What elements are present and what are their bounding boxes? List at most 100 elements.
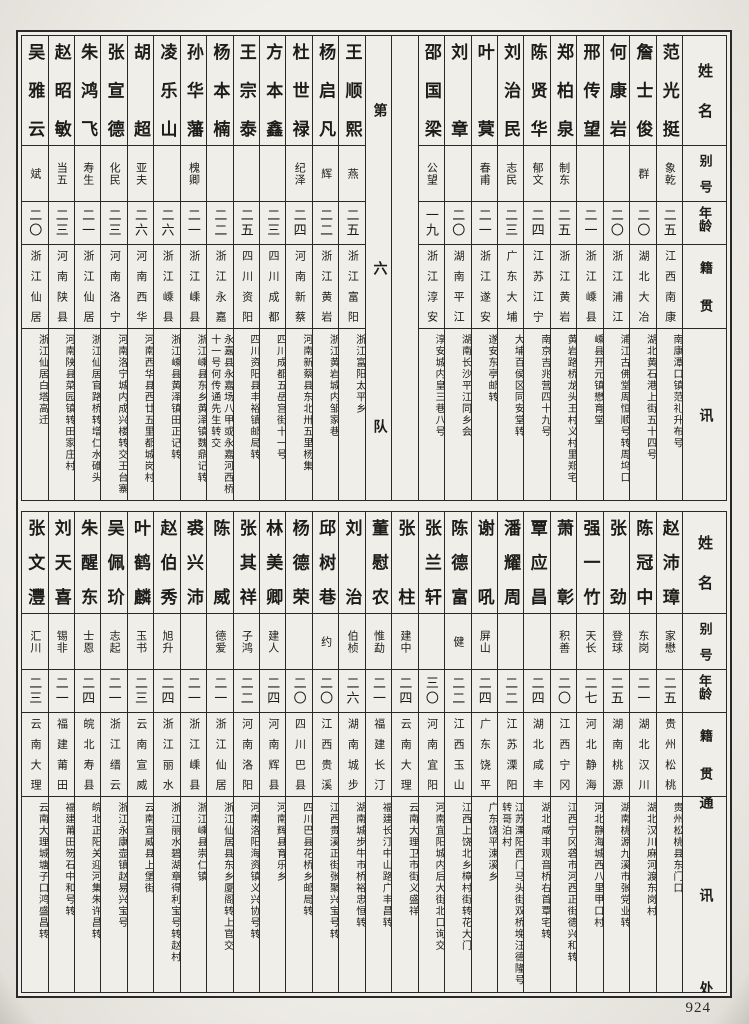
person-origin: 湖南城步 [346, 718, 359, 791]
address-cell: 淳安城内皇三巷八号 [419, 329, 444, 500]
person-address: 浙江嵊县黄泽镇田正记转 [168, 334, 180, 461]
person-alias: 寿生 [81, 161, 94, 186]
person-alias: 约 [319, 635, 332, 648]
alias-cell [418, 614, 445, 670]
person-name: 董慰农 [368, 519, 388, 606]
entry-column: 胡超 亚夫 二六 河南西华 河南西华县西廿五里都城岗村 [126, 36, 154, 500]
alias-cell [180, 614, 207, 670]
age-cell: 二四 [260, 670, 286, 713]
entry-column: 张宣德 化民 二三 河南洛宁 河南洛宁城内成兴楼转交王台寨 [100, 36, 127, 500]
origin-cell: 湖南桃源 [603, 713, 630, 797]
person-address: 黄岩路桥龙头王村义村里郑宅 [565, 334, 577, 484]
person-name: 张文灃 [25, 519, 45, 606]
age-cell: 二二 [445, 670, 471, 713]
entry-column: 王宗泰 二五 四川资阳 四川资阳县丰裕镇邮局转 [232, 36, 259, 500]
alias-cell [260, 146, 286, 202]
entry-column: 吴雅云 斌 二〇 浙江仙居 浙江仙居白塔高迁 [22, 36, 48, 500]
person-alias: 旭升 [161, 629, 174, 654]
person-origin: 贵州松桃 [663, 718, 676, 791]
origin-cell: 江西玉山 [445, 713, 471, 797]
age-cell: 二三 [260, 202, 286, 245]
person-age: 二三 [133, 676, 149, 706]
entry-column: 张柱 建中 二四 云南大理 云南大理卫市街义盛祥 [391, 512, 418, 992]
entry-column: 王顺熙 燕 二五 浙江富阳 浙江富阳太平乡 [338, 36, 365, 500]
alias-cell: 约 [312, 614, 339, 670]
entry-column: 詹士俊 群 二〇 湖北大冶 湖北黄石港上街五十四号 [629, 36, 656, 500]
person-name: 孙华藩 [183, 43, 203, 138]
age-cell: 二四 [154, 670, 180, 713]
entry-column: 范光挺 象乾 二五 江西南康 南康潭口镇范礼升布号 [655, 36, 682, 500]
age-cell: 二五 [339, 202, 365, 245]
alias-cell: 伯桢 [339, 614, 365, 670]
person-name: 张兰轩 [421, 519, 441, 606]
alias-cell [497, 614, 524, 670]
person-alias: 伯桢 [346, 629, 359, 654]
address-cell: 福建长汀中山路广丰昌转 [366, 797, 391, 992]
person-name: 林美卿 [263, 519, 283, 606]
age-cell: 二四 [286, 202, 312, 245]
origin-cell: 浙江丽水 [154, 713, 180, 797]
name-cell: 陈德富 [445, 512, 471, 614]
person-origin: 福建长汀 [372, 718, 385, 791]
person-address: 湖南桃源九溪市张党业转 [618, 802, 630, 929]
person-alias: 纪泽 [293, 161, 306, 186]
person-origin: 广东大埔 [504, 250, 517, 323]
person-age: 二五 [608, 676, 624, 706]
person-origin: 河南陕县 [55, 250, 68, 323]
age-cell: 二五 [656, 202, 682, 245]
name-cell: 范光挺 [656, 36, 682, 146]
age-cell: 二三 [48, 202, 74, 245]
header-address-cell: 通讯处 [683, 329, 726, 500]
address-cell: 浙江永康壶镇赵易兴宝号 [101, 797, 127, 992]
age-cell: 二四 [524, 202, 550, 245]
person-name: 裘兴沛 [183, 519, 203, 606]
person-address: 浙江黄岩城内邹家巷 [327, 334, 339, 438]
origin-cell: 湖北汉川 [630, 713, 656, 797]
origin-cell: 河南新蔡 [286, 245, 312, 329]
age-cell: 二三 [101, 202, 127, 245]
header-origin-label: 籍贯 [697, 260, 713, 313]
address-cell: 浙江富阳太平乡 [339, 329, 365, 500]
alias-cell [154, 146, 180, 202]
person-age: 二〇 [318, 676, 334, 706]
alias-cell: 志起 [101, 614, 127, 670]
person-origin: 浙江富阳 [346, 250, 359, 323]
name-cell: 叶蓂 [471, 36, 497, 146]
address-cell: 浙江嵊县东乡黄泽镇魏鼎记转 [181, 329, 206, 500]
person-address: 江苏溧阳西门马头街双桥堍汪德隆号转哥泊村 [499, 802, 524, 986]
origin-cell: 河南宜阳 [418, 713, 445, 797]
address-cell: 湖北黄石港上街五十四号 [630, 329, 656, 500]
name-cell: 萧彰 [550, 512, 577, 614]
person-address: 贵州松桃县东门口 [671, 802, 682, 894]
person-address: 大埔百侯区同安堂转 [512, 334, 524, 438]
person-alias: 当五 [55, 161, 68, 186]
person-address: 浙江嵊县崇仁镇 [195, 802, 207, 883]
person-address: 浙江仙居白塔高迁 [36, 334, 48, 426]
person-name: 陈威 [210, 519, 230, 606]
name-cell: 吴雅云 [22, 36, 48, 146]
age-cell: 二〇 [22, 202, 48, 245]
name-cell: 赵沛璋 [656, 512, 682, 614]
person-origin: 浙江嵊县 [187, 250, 200, 323]
entry-column: 凌乐山 二六 浙江嵊县 浙江嵊县黄泽镇田正记转 [153, 36, 180, 500]
name-cell: 陈威 [207, 512, 233, 614]
entry-column: 杨启凡 辉 二二 浙江黄岩 浙江黄岩城内邹家巷 [311, 36, 339, 500]
alias-cell [286, 614, 312, 670]
alias-cell: 汇川 [22, 614, 48, 670]
person-age: 二一 [185, 676, 201, 706]
address-cell: 贵州松桃县东门口 [657, 797, 682, 992]
age-cell: 二一 [74, 202, 101, 245]
name-cell: 王宗泰 [233, 36, 259, 146]
person-origin: 河南洛阳 [240, 718, 253, 791]
person-age: 二〇 [27, 208, 43, 238]
origin-cell: 广东大埔 [497, 245, 524, 329]
person-address: 浙江嵊县东乡黄泽镇魏鼎记转 [195, 334, 207, 484]
entry-column: 赵昭敏 当五 二三 河南陕县 河南陕县菜园镇转田家庄村 [47, 36, 74, 500]
entry-column: 覃应昌 二四 湖北咸丰 湖北咸丰观音桥右首覃宅转 [523, 512, 550, 992]
person-alias: 建中 [398, 629, 411, 654]
person-age: 二一 [212, 676, 228, 706]
age-cell: 二七 [577, 670, 603, 713]
address-cell: 南京吉兆营四十九号 [524, 329, 550, 500]
person-age: 二四 [291, 208, 307, 238]
header-age-label: 年龄 [697, 674, 712, 700]
